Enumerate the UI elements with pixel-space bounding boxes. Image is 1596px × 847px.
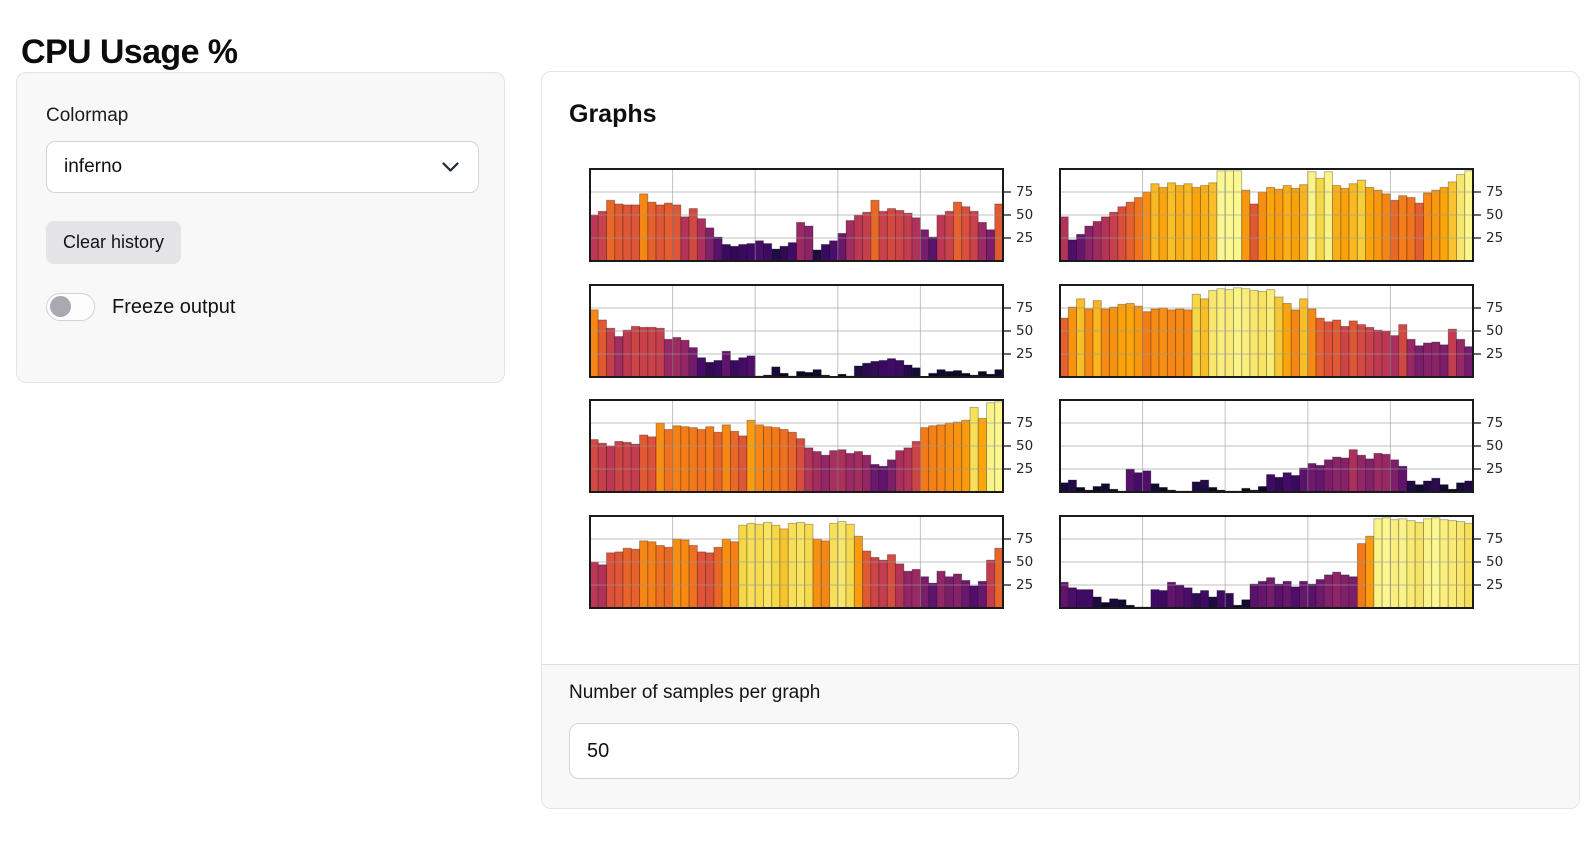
y-tick-label: 25 — [1016, 461, 1033, 477]
y-tick-label: 75 — [1016, 415, 1033, 431]
freeze-output-label: Freeze output — [112, 295, 236, 318]
cpu-graph-cpu-4: 25 50 75 — [589, 399, 1059, 493]
y-tick-label: 75 — [1486, 415, 1503, 431]
y-tick-label: 75 — [1486, 184, 1503, 200]
y-tick-label: 25 — [1016, 230, 1033, 246]
cpu-graph-cpu-5: 25 50 75 — [1059, 399, 1529, 493]
chevron-down-icon — [442, 161, 459, 173]
y-tick-label: 50 — [1016, 554, 1033, 570]
cpu-graph-cpu-7: 25 50 75 — [1059, 514, 1529, 609]
y-tick-label: 50 — [1016, 438, 1033, 454]
cpu-charts-grid: 25 50 75 25 50 75 25 50 75 25 50 75 25 50 75 25 50 75 25 50… — [589, 168, 1529, 609]
samples-section: Number of samples per graph — [542, 664, 1579, 808]
graphs-panel: Graphs 25 50 75 25 50 75 25 50 75 25 50 75 25 50 75 25 5… — [541, 71, 1580, 809]
bar-chart: 25 50 75 — [589, 399, 1033, 493]
y-tick-label: 75 — [1486, 531, 1503, 547]
samples-count-input[interactable] — [569, 723, 1019, 779]
y-tick-label: 50 — [1486, 323, 1503, 339]
bar-chart: 25 50 75 — [589, 283, 1033, 378]
toggle-knob — [50, 296, 71, 317]
cpu-graph-cpu-1: 25 50 75 — [1059, 168, 1529, 262]
freeze-output-toggle[interactable] — [46, 293, 95, 321]
y-tick-label: 50 — [1486, 554, 1503, 570]
bar-chart: 25 50 75 — [589, 514, 1033, 609]
y-tick-label: 50 — [1016, 207, 1033, 223]
y-tick-label: 25 — [1486, 577, 1503, 593]
bar-chart: 25 50 75 — [589, 168, 1033, 262]
y-tick-label: 75 — [1016, 300, 1033, 316]
y-tick-label: 25 — [1016, 346, 1033, 362]
y-tick-label: 25 — [1486, 346, 1503, 362]
controls-panel: Colormap inferno Clear history Freeze ou… — [16, 72, 505, 383]
y-tick-label: 50 — [1016, 323, 1033, 339]
y-tick-label: 25 — [1016, 577, 1033, 593]
y-tick-label: 25 — [1486, 461, 1503, 477]
cpu-graph-cpu-3: 25 50 75 — [1059, 283, 1529, 378]
cpu-graph-cpu-2: 25 50 75 — [589, 283, 1059, 378]
y-tick-label: 25 — [1486, 230, 1503, 246]
bar-chart: 25 50 75 — [1059, 514, 1503, 609]
cpu-graph-cpu-6: 25 50 75 — [589, 514, 1059, 609]
cpu-graph-cpu-0: 25 50 75 — [589, 168, 1059, 262]
y-tick-label: 75 — [1016, 531, 1033, 547]
colormap-selected-value: inferno — [64, 156, 123, 177]
colormap-label: Colormap — [46, 105, 129, 126]
colormap-select[interactable]: inferno — [46, 141, 479, 193]
graphs-heading: Graphs — [569, 100, 657, 128]
bar-chart: 25 50 75 — [1059, 283, 1503, 378]
bar-chart: 25 50 75 — [1059, 399, 1503, 493]
y-tick-label: 75 — [1486, 300, 1503, 316]
y-tick-label: 50 — [1486, 207, 1503, 223]
clear-history-button[interactable]: Clear history — [46, 221, 182, 264]
bar-chart: 25 50 75 — [1059, 168, 1503, 262]
y-tick-label: 50 — [1486, 438, 1503, 454]
page-title: CPU Usage % — [21, 32, 238, 71]
y-tick-label: 75 — [1016, 184, 1033, 200]
samples-label: Number of samples per graph — [569, 682, 821, 703]
